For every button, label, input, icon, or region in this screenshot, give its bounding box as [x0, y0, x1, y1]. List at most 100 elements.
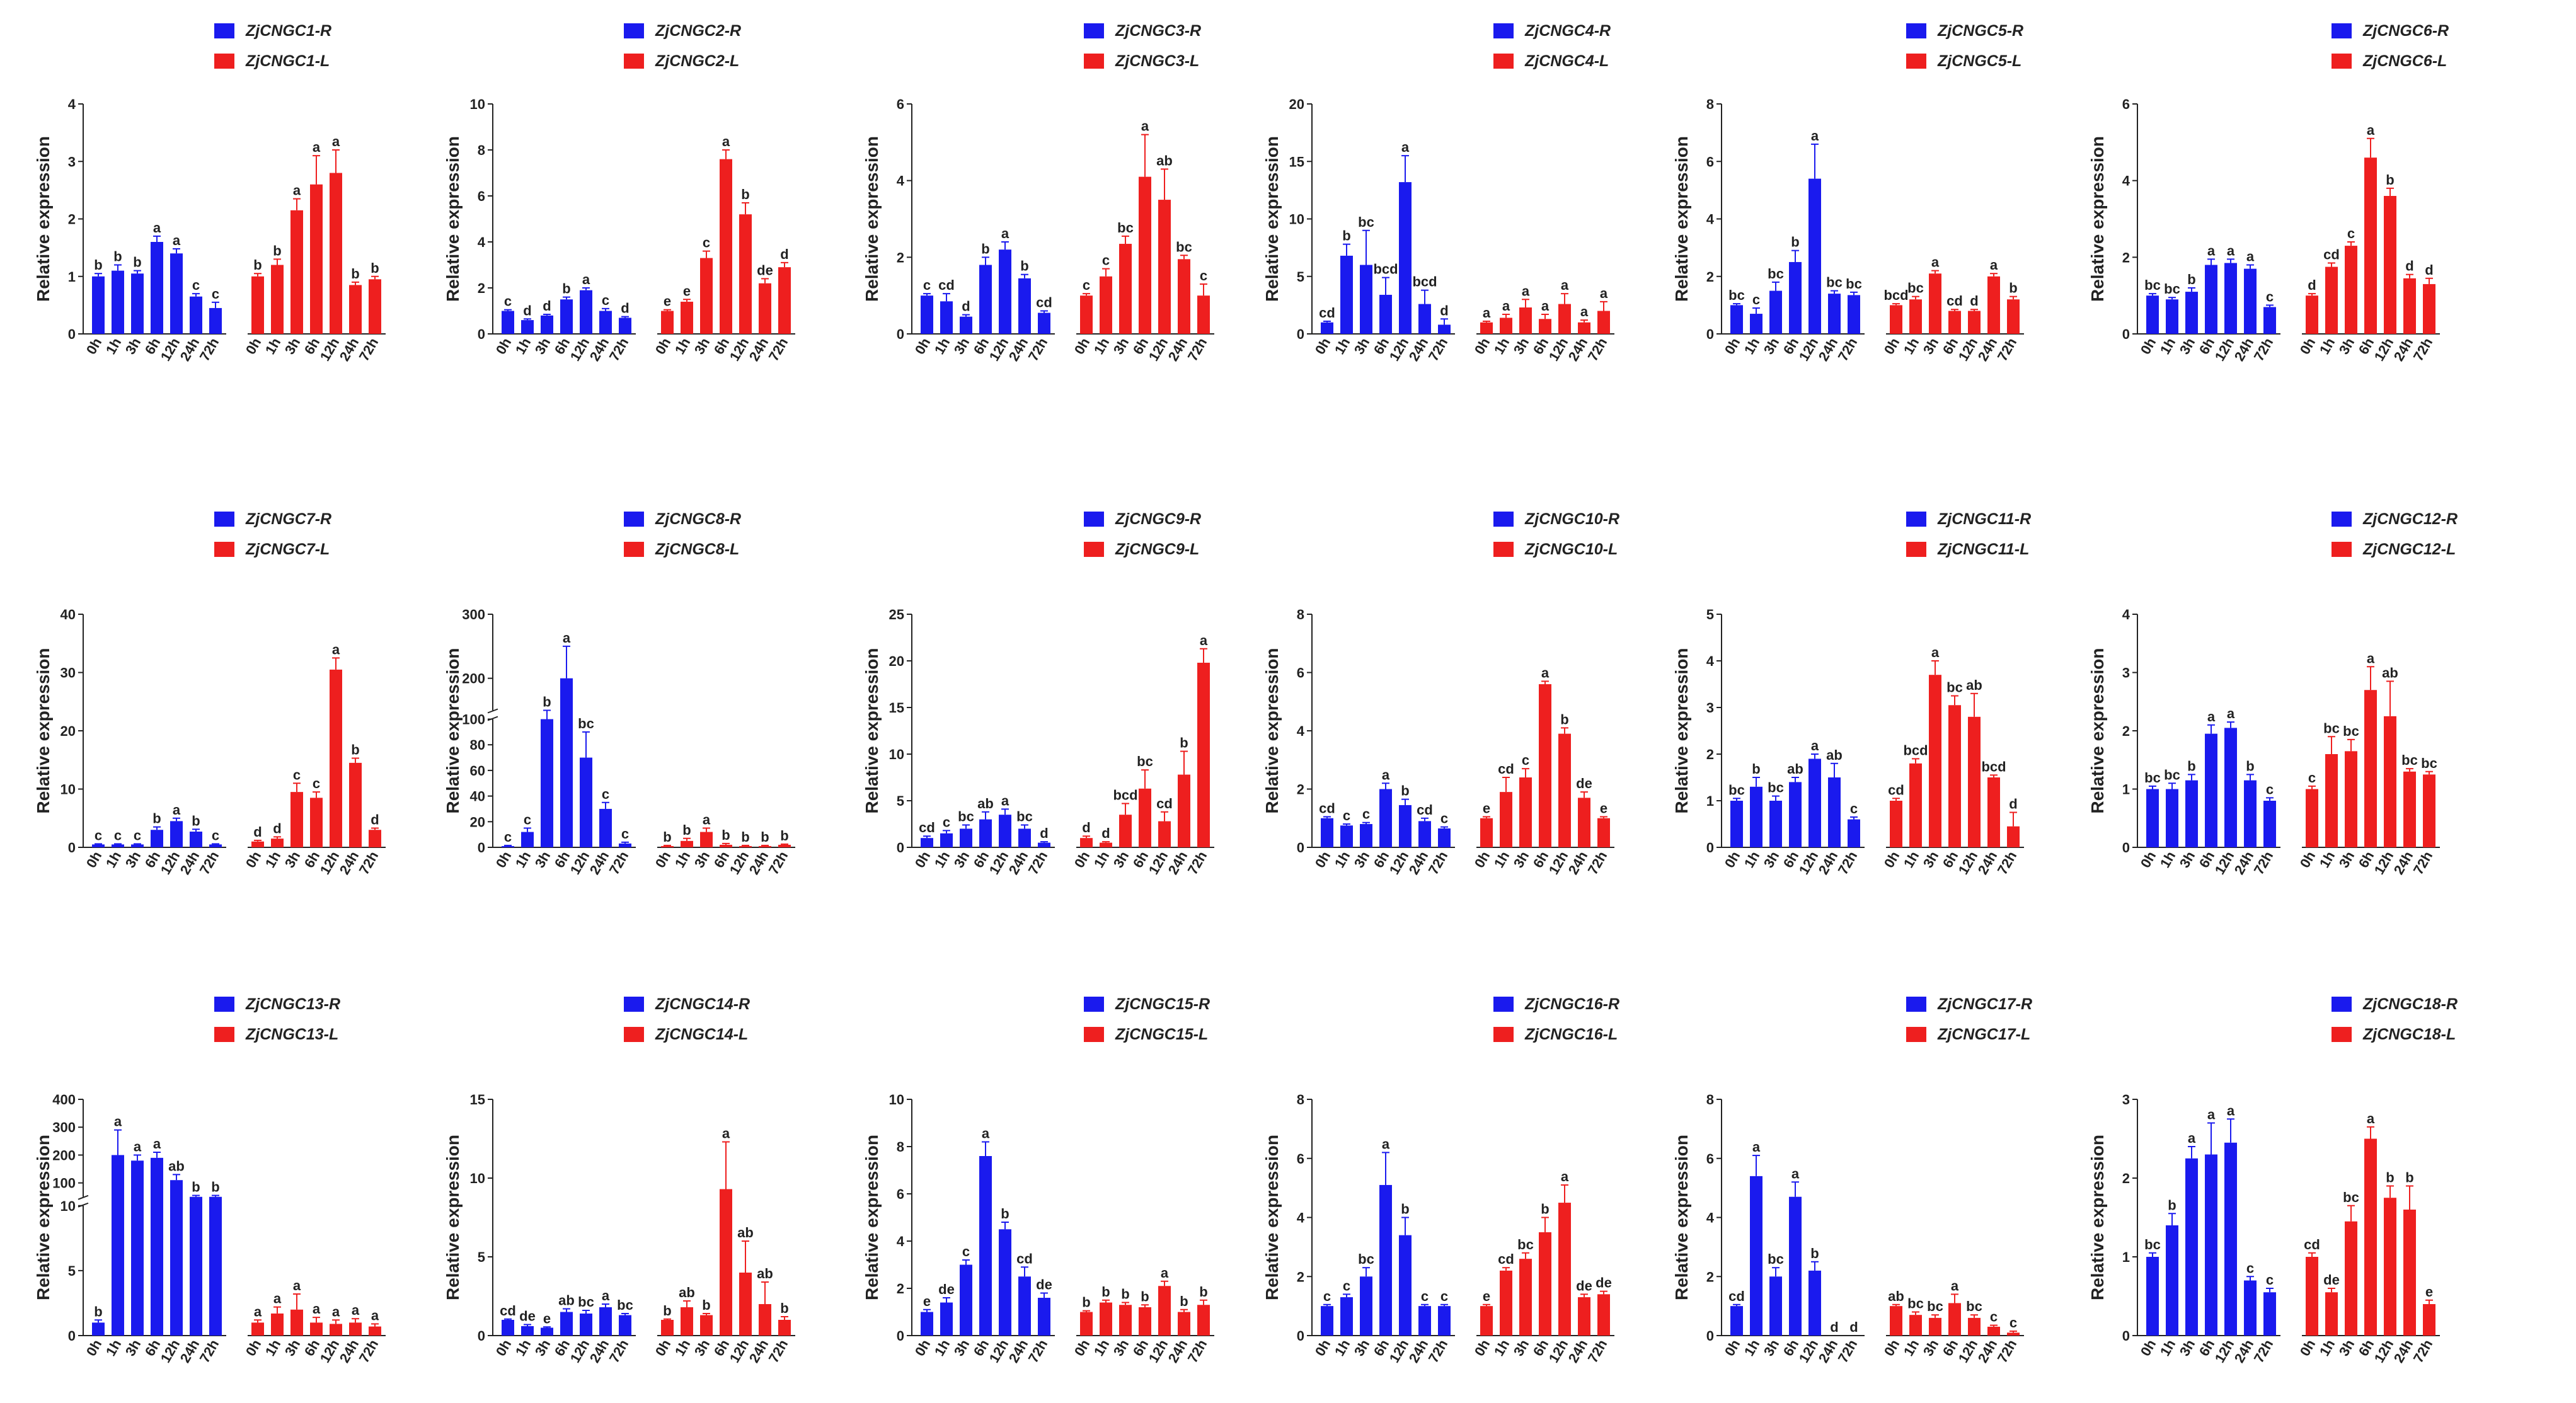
bar-ZjCNGC18-R-24h [2244, 1280, 2257, 1336]
bar-ZjCNGC13-L-6h [310, 1322, 323, 1336]
y-tick-label: 3 [2122, 665, 2130, 681]
bar-ZjCNGC5-L-12h [1968, 311, 1981, 334]
significance-letter: c [114, 827, 122, 843]
x-tick-label: 12h [1386, 335, 1412, 364]
x-tick-label: 72h [1025, 335, 1051, 364]
significance-letter: bcd [1412, 274, 1437, 290]
x-tick-label: 24h [1975, 1337, 2001, 1365]
bar-ZjCNGC4-L-12h [1558, 304, 1571, 334]
bar-ZjCNGC11-R-1h [1750, 786, 1762, 847]
significance-letter: cd [1417, 802, 1433, 818]
y-tick-label: 2 [68, 212, 76, 227]
bar-ZjCNGC10-L-24h [1578, 798, 1590, 847]
x-tick-label: 72h [1835, 849, 1861, 877]
bar-ZjCNGC16-L-12h [1558, 1203, 1571, 1336]
bar-ZjCNGC4-L-0h [1480, 322, 1493, 334]
y-tick-label: 10 [470, 1171, 485, 1186]
bar-ZjCNGC7-R-1h [112, 844, 124, 847]
chart-panel-ZjCNGC4: Relative expression 0 5 10 15 20 cd 0h b 1h bc 3h bc… [1262, 22, 1614, 364]
x-tick-label: 72h [1185, 335, 1210, 364]
bar-ZjCNGC14-R-24h [599, 1307, 612, 1336]
x-tick-label: 1h [931, 1337, 953, 1359]
chart-panel-ZjCNGC6: Relative expression0246bc0hbc1hb3ha6ha12… [2088, 22, 2449, 364]
x-tick-label: 12h [1546, 849, 1572, 877]
bar-ZjCNGC16-L-3h [1519, 1259, 1532, 1336]
legend-swatch-leaf [1493, 542, 1514, 557]
significance-letter: bc [1117, 220, 1134, 236]
y-tick-label: 15 [1289, 154, 1304, 169]
significance-letter: ab [757, 1266, 773, 1281]
significance-letter: a [722, 1126, 730, 1142]
bar-ZjCNGC1-R-6h [151, 242, 163, 334]
bar-ZjCNGC18-R-72h [2263, 1292, 2276, 1336]
bar-ZjCNGC7-L-1h [271, 839, 284, 847]
significance-letter: a [1001, 793, 1009, 808]
significance-letter: b [1752, 761, 1760, 777]
y-tick-label: 8 [1706, 1092, 1714, 1108]
significance-letter: ab [737, 1225, 754, 1240]
x-tick-label: 3h [1761, 335, 1782, 357]
y-tick-label: 20 [470, 814, 485, 830]
significance-letter: bc [2144, 277, 2161, 293]
significance-letter: bc [1517, 1237, 1534, 1252]
bar-ZjCNGC15-L-72h [1197, 1305, 1210, 1336]
bar-ZjCNGC16-L-24h [1578, 1297, 1590, 1336]
y-tick-label: 2 [2122, 1171, 2130, 1186]
bar-ZjCNGC5-L-72h [2007, 299, 2020, 334]
y-tick-label: 5 [897, 793, 904, 809]
significance-letter: a [1522, 283, 1530, 299]
significance-letter: a [2207, 1107, 2216, 1123]
legend-swatch-leaf [2332, 1027, 2352, 1042]
bar-ZjCNGC2-L-1h [681, 301, 693, 334]
significance-letter: d [1849, 1319, 1858, 1335]
x-tick-label: 1h [1491, 1337, 1512, 1359]
x-tick-label: 3h [1510, 849, 1532, 871]
significance-letter: a [1382, 767, 1390, 782]
bar-ZjCNGC17-L-6h [1948, 1303, 1961, 1336]
x-tick-label: 24h [1006, 1337, 1032, 1365]
bar-ZjCNGC14-L-72h [778, 1320, 791, 1336]
bar-ZjCNGC7-R-3h [131, 844, 144, 847]
significance-letter: c [602, 786, 609, 802]
significance-letter: b [741, 186, 749, 202]
y-axis-title: Relative expression [1672, 1135, 1691, 1300]
x-tick-label: 24h [1006, 849, 1032, 877]
significance-letter: bc [2323, 720, 2340, 736]
x-tick-label: 1h [1900, 1337, 1922, 1359]
legend-swatch-leaf [1493, 54, 1514, 69]
x-tick-label: 3h [1351, 849, 1372, 871]
bar-ZjCNGC15-L-24h [1178, 1312, 1190, 1336]
significance-letter: cd [500, 1303, 516, 1319]
bar-ZjCNGC15-R-6h [979, 1156, 992, 1336]
x-tick-label: 12h [158, 849, 183, 877]
x-tick-label: 3h [1351, 335, 1372, 357]
bar-ZjCNGC6-L-6h [2364, 157, 2377, 334]
x-tick-label: 72h [356, 1337, 382, 1365]
chart-panel-ZjCNGC16: Relative expression02468c0hc1hbc3ha6hb12… [1262, 995, 1619, 1365]
x-tick-label: 0h [83, 1337, 105, 1359]
bar-ZjCNGC10-R-72h [1438, 828, 1451, 847]
significance-letter: ab [1966, 677, 1982, 693]
significance-letter: c [1083, 277, 1090, 293]
significance-letter: cd [2304, 1237, 2320, 1252]
bar-ZjCNGC15-R-12h [999, 1229, 1011, 1336]
bar-ZjCNGC9-L-12h [1158, 821, 1171, 847]
bar-ZjCNGC13-L-3h [290, 1309, 303, 1336]
x-tick-label: 12h [727, 1337, 752, 1365]
significance-letter: a [2207, 709, 2216, 724]
significance-letter: a [1561, 1169, 1569, 1184]
significance-letter: a [1931, 255, 1940, 270]
bar-ZjCNGC9-R-1h [940, 833, 953, 847]
x-tick-label: 1h [2316, 849, 2338, 871]
x-tick-label: 12h [1546, 1337, 1572, 1365]
significance-letter: d [2405, 258, 2413, 274]
bar-ZjCNGC14-L-24h [759, 1304, 771, 1336]
significance-letter: a [563, 630, 571, 646]
x-tick-label: 24h [587, 335, 612, 364]
significance-letter: b [1342, 228, 1350, 244]
x-tick-label: 3h [691, 1337, 713, 1359]
significance-letter: ab [168, 1158, 185, 1174]
x-tick-label: 24h [2391, 335, 2417, 364]
x-tick-label: 72h [2410, 335, 2436, 364]
bar-ZjCNGC10-L-3h [1519, 777, 1532, 847]
